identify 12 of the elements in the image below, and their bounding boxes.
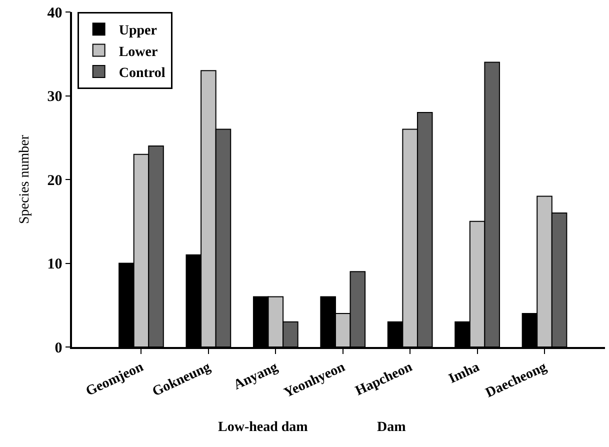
y-tick-label: 30	[47, 89, 62, 105]
x-tick-label: Imha	[446, 360, 482, 388]
y-tick-label: 40	[47, 5, 62, 22]
y-tick-label: 0	[54, 340, 62, 356]
legend-label: Upper	[118, 24, 157, 39]
text: Low-head dam	[218, 420, 308, 435]
legend-label: Lower	[118, 44, 158, 60]
y-axis-title: Species number	[17, 134, 32, 224]
text: Dam	[377, 420, 406, 435]
legend-label: Control	[118, 66, 166, 81]
y-tick-label: 10	[47, 256, 62, 272]
y-tick-label: 20	[47, 172, 62, 189]
